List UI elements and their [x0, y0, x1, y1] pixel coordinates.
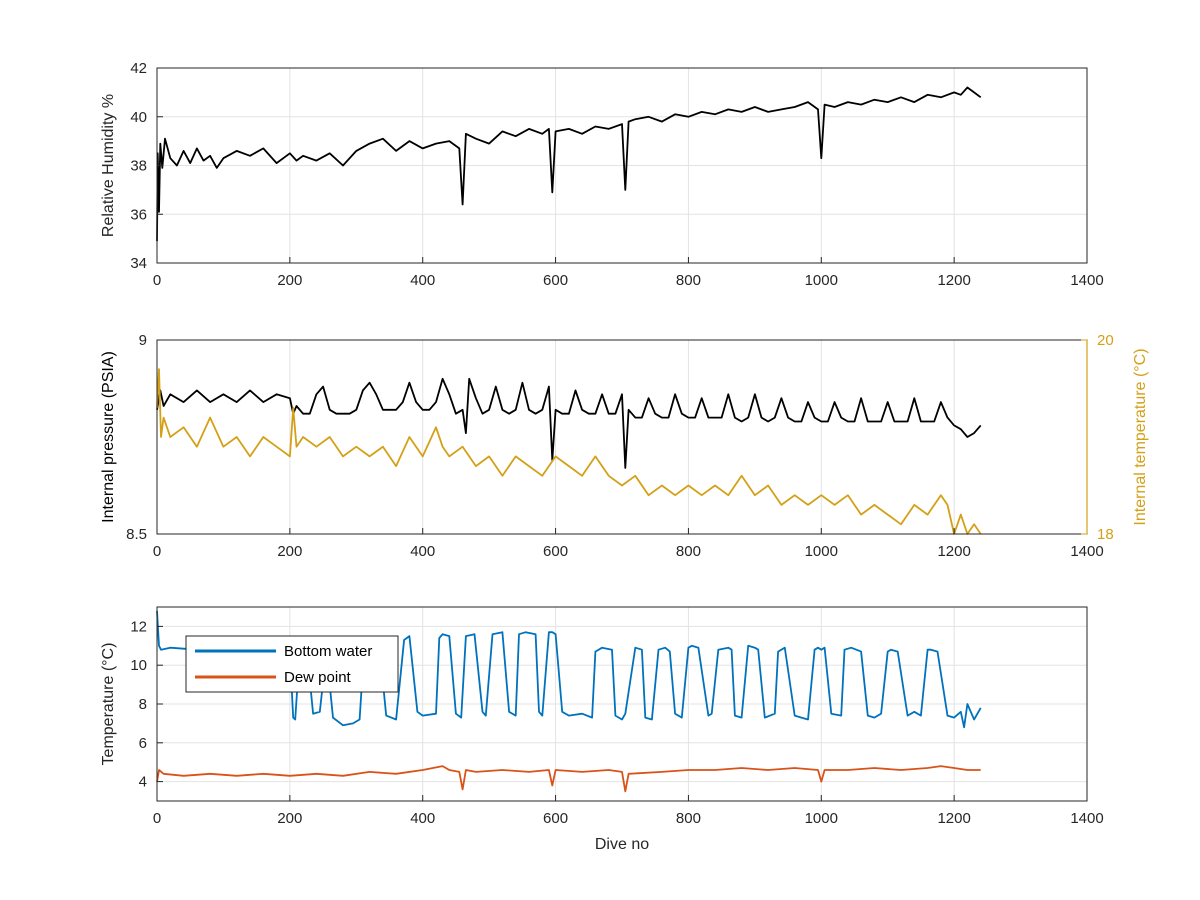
humidity-y-tick-label: 36	[130, 206, 147, 223]
pressure-y-axis-label: Internal pressure (PSIA)	[100, 351, 117, 523]
humidity-x-tick-label: 1200	[937, 272, 970, 289]
pressure-x-tick-label: 400	[410, 543, 435, 560]
temperature-x-tick-label: 600	[543, 810, 568, 827]
temperature-y-tick-label: 6	[139, 735, 147, 752]
legend-label-dew-point: Dew point	[284, 669, 352, 686]
temperature-y-axis-label: Temperature (°C)	[100, 643, 117, 766]
pressure-x-tick-label: 200	[277, 543, 302, 560]
humidity-y-tick-label: 38	[130, 158, 147, 175]
temperature-y-ticks: 4 6 8 10 12	[130, 618, 163, 791]
internal-temperature-y-tick-label: 20	[1097, 332, 1114, 349]
temperature-x-tick-label: 200	[277, 810, 302, 827]
temperature-y-tick-label: 4	[139, 774, 147, 791]
pressure-y-tick-label: 8.5	[126, 526, 147, 543]
internal-temperature-series-line	[156, 368, 982, 535]
internal-temperature-y-axis-label: Internal temperature (°C)	[1132, 348, 1149, 525]
pressure-y-tick-label: 9	[139, 332, 147, 349]
temperature-panel: 0 200 400 600 800 1000 1200 1400 4 6 8 10 12 Temper…	[100, 606, 1104, 853]
internal-temperature-y-tick-label: 18	[1097, 526, 1114, 543]
pressure-series	[156, 368, 982, 535]
humidity-x-tick-label: 200	[277, 272, 302, 289]
temperature-y-tick-label: 8	[139, 696, 147, 713]
pressure-x-tick-label: 1000	[805, 543, 838, 560]
humidity-x-ticks: 0 200 400 600 800 1000 1200 1400	[153, 257, 1104, 289]
humidity-series	[156, 86, 982, 242]
dive-number-x-axis-label: Dive no	[595, 836, 649, 853]
pressure-x-ticks: 0 200 400 600 800 1000 1200 1400	[153, 528, 1104, 560]
temperature-x-tick-label: 0	[153, 810, 161, 827]
humidity-x-tick-label: 1400	[1070, 272, 1103, 289]
temperature-x-tick-label: 1400	[1070, 810, 1103, 827]
humidity-x-tick-label: 600	[543, 272, 568, 289]
temperature-x-tick-label: 1000	[805, 810, 838, 827]
pressure-y-ticks: 8.59	[126, 332, 163, 543]
pressure-x-tick-label: 1400	[1070, 543, 1103, 560]
humidity-x-tick-label: 0	[153, 272, 161, 289]
dew-point-series-line	[156, 765, 981, 793]
humidity-y-tick-label: 34	[130, 255, 147, 272]
humidity-x-tick-label: 1000	[805, 272, 838, 289]
pressure-series-line	[156, 377, 982, 469]
temperature-y-tick-label: 10	[130, 657, 147, 674]
temperature-legend: Bottom water Dew point	[185, 635, 399, 693]
temperature-x-tick-label: 1200	[937, 810, 970, 827]
humidity-panel: 0 200 400 600 800 1000 1200 1400 34 36 38 40 42 Rel…	[100, 60, 1104, 289]
temperature-x-tick-label: 800	[676, 810, 701, 827]
humidity-y-tick-label: 40	[130, 109, 147, 126]
humidity-x-tick-label: 400	[410, 272, 435, 289]
legend-box	[185, 635, 399, 693]
humidity-x-tick-label: 800	[676, 272, 701, 289]
pressure-x-tick-label: 800	[676, 543, 701, 560]
pressure-x-tick-label: 0	[153, 543, 161, 560]
humidity-y-axis-label: Relative Humidity %	[100, 94, 117, 237]
humidity-y-tick-label: 42	[130, 60, 147, 77]
pressure-x-tick-label: 600	[543, 543, 568, 560]
temperature-x-ticks: 0 200 400 600 800 1000 1200 1400	[153, 795, 1104, 827]
temperature-x-tick-label: 400	[410, 810, 435, 827]
temperature-y-tick-label: 12	[130, 618, 147, 635]
pressure-x-tick-label: 1200	[937, 543, 970, 560]
legend-label-bottom-water: Bottom water	[284, 643, 372, 660]
humidity-y-ticks: 34 36 38 40 42	[130, 60, 163, 272]
humidity-series-line	[156, 86, 982, 242]
